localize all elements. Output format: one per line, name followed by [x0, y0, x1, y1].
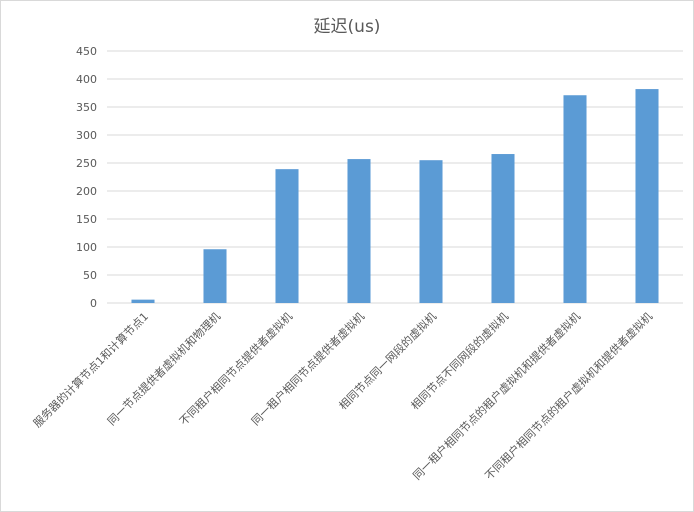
y-tick-label: 300	[76, 129, 97, 142]
x-category-label: 同一租户相同节点的租户虚拟机和提供者虚拟机	[410, 309, 583, 482]
y-tick-label: 100	[76, 241, 97, 254]
y-tick-label: 450	[76, 45, 97, 58]
bar	[131, 299, 155, 303]
y-tick-label: 0	[90, 297, 97, 310]
bar	[203, 249, 227, 303]
bar	[491, 154, 515, 303]
x-category-label: 不同租户相同节点提供者虚拟机	[176, 309, 295, 428]
y-tick-label: 50	[83, 269, 97, 282]
bar	[275, 169, 299, 303]
bar	[419, 160, 443, 303]
x-category-label: 同一节点提供者虚拟机和物理机	[104, 309, 223, 428]
bar	[635, 89, 659, 303]
x-category-label: 不同租户相同节点的租户虚拟机和提供者虚拟机	[482, 309, 655, 482]
y-tick-label: 350	[76, 101, 97, 114]
y-tick-label: 200	[76, 185, 97, 198]
y-tick-label: 250	[76, 157, 97, 170]
x-category-label: 同一租户相同节点提供者虚拟机	[248, 309, 367, 428]
bar	[347, 159, 371, 303]
chart-title: 延迟(us)	[313, 17, 381, 37]
y-tick-label: 150	[76, 213, 97, 226]
y-tick-label: 400	[76, 73, 97, 86]
bar	[563, 95, 587, 304]
x-category-label: 服务器的计算节点1和计算节点1	[30, 309, 151, 430]
